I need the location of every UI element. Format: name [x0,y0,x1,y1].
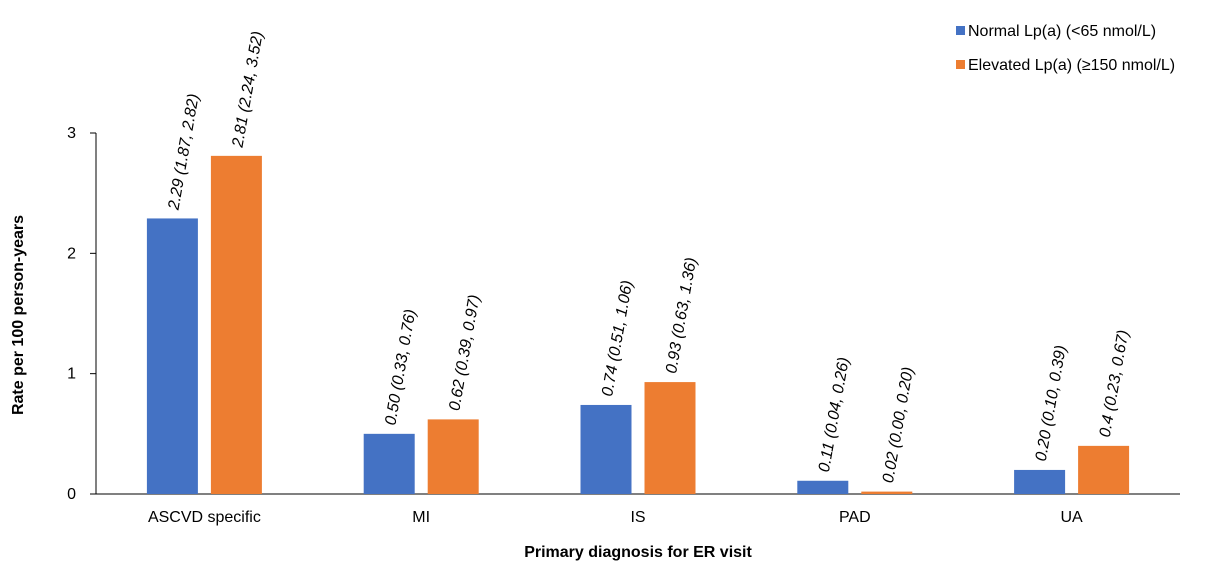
bar-normal [363,433,415,494]
category-label: MI [412,509,430,526]
bar-elevated [861,491,913,494]
legend-label-elevated: Elevated Lp(a) (≥150 nmol/L) [968,57,1175,74]
x-axis-title: Primary diagnosis for ER visit [524,544,752,561]
data-label-normal: 2.29 (1.87, 2.82) [165,93,202,213]
legend-label-normal: Normal Lp(a) (<65 nmol/L) [968,23,1156,40]
data-label-normal: 0.74 (0.51, 1.06) [599,279,636,398]
y-tick-label: 0 [67,486,76,503]
bar-normal [146,218,198,495]
legend-swatch-elevated [956,60,965,69]
data-label-elevated: 0.93 (0.63, 1.36) [663,256,700,375]
y-axis-title: Rate per 100 person-years [10,215,27,415]
bar-normal [797,480,849,494]
data-label-elevated: 0.62 (0.39, 0.97) [446,293,483,412]
data-label-normal: 0.20 (0.10, 0.39) [1033,344,1070,463]
y-tick-label: 2 [67,245,76,262]
data-label-normal: 0.50 (0.33, 0.76) [382,308,419,427]
bar-normal [580,404,632,494]
y-tick-label: 3 [67,125,76,142]
category-label: UA [1060,509,1083,526]
bars [146,155,1130,495]
data-label-normal: 0.11 (0.04, 0.26) [816,356,853,473]
bar-elevated [210,155,262,494]
bar-normal [1014,469,1066,494]
axes [95,133,1180,495]
bar-elevated [427,419,479,494]
bar-elevated [1078,445,1130,494]
y-tick-label: 1 [67,366,76,383]
bar-elevated [644,382,696,494]
data-label-elevated: 2.81 (2.24, 3.52) [229,30,266,150]
legend: Normal Lp(a) (<65 nmol/L) Elevated Lp(a)… [956,23,1175,74]
category-labels: ASCVD specific MI IS PAD UA [148,509,1083,526]
y-ticks: 0 1 2 3 [67,125,96,503]
category-label: PAD [839,509,871,526]
category-label: ASCVD specific [148,509,261,526]
data-label-elevated: 0.02 (0.00, 0.20) [880,366,917,485]
data-label-elevated: 0.4 (0.23, 0.67) [1097,329,1133,439]
legend-swatch-normal [956,26,965,35]
category-label: IS [630,509,645,526]
